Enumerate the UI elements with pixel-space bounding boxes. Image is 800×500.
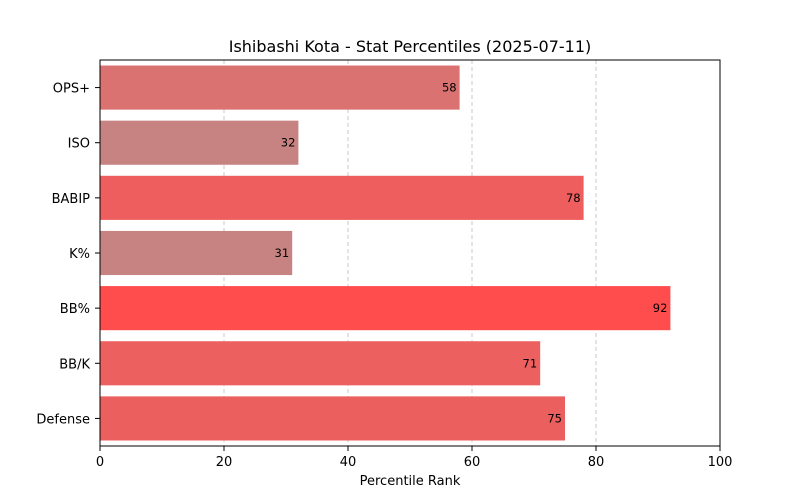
- bar-value-label: 75: [547, 411, 562, 425]
- bar: [100, 396, 565, 441]
- bar: [100, 286, 671, 331]
- x-tick-label: 40: [340, 455, 357, 470]
- bar-value-label: 78: [566, 191, 581, 205]
- x-tick-label: 0: [96, 455, 104, 470]
- x-tick-label: 60: [464, 455, 481, 470]
- x-tick-label: 100: [708, 455, 733, 470]
- bar: [100, 120, 299, 165]
- y-tick-label: BABIP: [52, 192, 91, 207]
- x-tick-label: 20: [216, 455, 233, 470]
- y-tick-label: BB%: [60, 302, 90, 317]
- y-tick-label: BB/K: [59, 357, 90, 372]
- y-axis: OPS+ ISO BABIP K% BB% BB/K Defense: [36, 82, 100, 427]
- y-tick-label: Defense: [36, 412, 90, 427]
- bar-value-label: 58: [442, 81, 457, 95]
- y-tick-label: ISO: [68, 137, 90, 152]
- x-tick-label: 80: [588, 455, 605, 470]
- x-axis: 0 20 40 60 80 100: [96, 446, 733, 470]
- bar-value-label: 92: [653, 301, 668, 315]
- bars: 58 32 78 31 92 71 75: [100, 65, 671, 441]
- y-tick-label: K%: [69, 247, 90, 262]
- bar-value-label: 31: [275, 246, 290, 260]
- bar: [100, 341, 541, 386]
- chart-title: Ishibashi Kota - Stat Percentiles (2025-…: [229, 37, 592, 56]
- y-tick-label: OPS+: [53, 82, 90, 97]
- bar-value-label: 32: [281, 136, 296, 150]
- bar-value-label: 71: [523, 356, 538, 370]
- bar: [100, 65, 460, 110]
- bar: [100, 230, 293, 276]
- bar: [100, 175, 584, 220]
- x-axis-label: Percentile Rank: [360, 474, 461, 489]
